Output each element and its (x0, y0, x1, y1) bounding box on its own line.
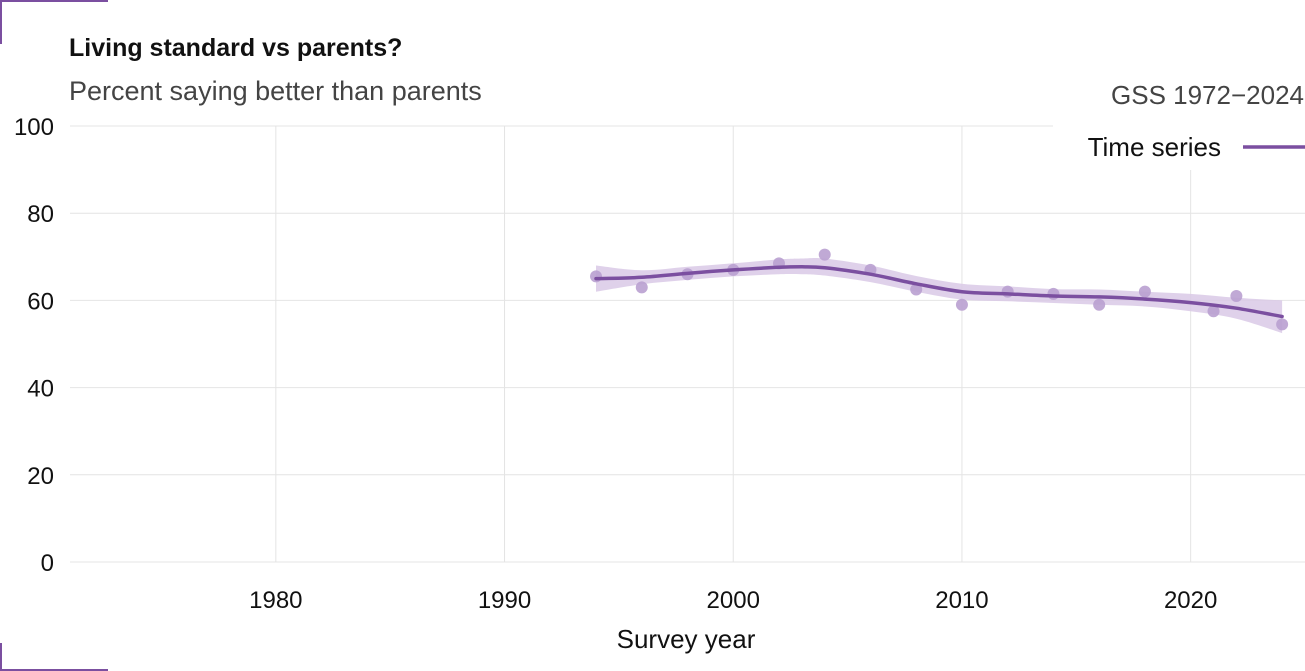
y-tick-label: 80 (27, 201, 54, 228)
y-tick-label: 100 (14, 114, 54, 141)
data-point (1093, 298, 1106, 311)
corner-mark-bottom-left (0, 643, 108, 671)
x-axis-title: Survey year (617, 624, 756, 654)
y-tick-label: 0 (41, 550, 54, 577)
chart-title: Living standard vs parents? (69, 34, 403, 62)
x-tick-label: 2010 (935, 587, 988, 614)
confidence-band (596, 257, 1283, 334)
x-axis-ticks: 1980 1990 2000 2010 2020 (249, 587, 1217, 614)
confidence-band-layer (596, 257, 1283, 334)
legend-background (1053, 76, 1305, 170)
y-tick-label: 40 (27, 376, 54, 403)
data-point (910, 283, 923, 296)
x-tick-label: 1990 (478, 587, 531, 614)
data-point (1001, 285, 1014, 298)
y-axis-ticks: 0 20 40 60 80 100 (14, 114, 54, 577)
data-point (1276, 318, 1289, 331)
y-tick-label: 60 (27, 288, 54, 315)
data-point (1047, 287, 1060, 300)
data-point (1207, 305, 1220, 318)
trend-line (594, 265, 1284, 319)
source-label: GSS 1972−2024 (1111, 80, 1304, 110)
data-point (635, 281, 648, 294)
trend-line-layer (594, 265, 1284, 319)
data-point (818, 248, 831, 261)
data-point (1230, 290, 1243, 303)
chart-subtitle: Percent saying better than parents (69, 76, 482, 106)
corner-mark-top-left (0, 0, 108, 44)
data-point (590, 270, 603, 283)
x-tick-label: 2000 (707, 587, 760, 614)
x-tick-label: 1980 (249, 587, 302, 614)
x-tick-label: 2020 (1164, 587, 1217, 614)
data-point (1138, 285, 1151, 298)
data-point (955, 298, 968, 311)
grid-lines (70, 125, 1305, 563)
legend-entry-label: Time series (1088, 132, 1221, 162)
y-tick-label: 20 (27, 463, 54, 490)
